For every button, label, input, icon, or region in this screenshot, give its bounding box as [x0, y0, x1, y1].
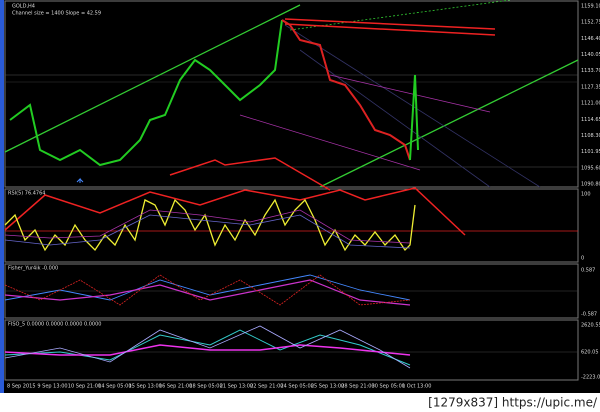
rsi-top: 100 — [581, 192, 591, 198]
background — [0, 0, 600, 393]
date-label: 22 Sep 21:00 — [250, 384, 283, 390]
date-label: 16 Sep 21:00 — [159, 384, 192, 390]
rsi-drawings — [4, 187, 578, 252]
date-label: 24 Sep 05:00 — [280, 384, 313, 390]
fisher-drawings — [4, 274, 578, 306]
price-label: 1095.60 — [581, 165, 600, 171]
symbol: GOLD,H4 — [12, 4, 35, 10]
price-label: 1114.65 — [581, 117, 600, 123]
fisher-bottom: -0.587 — [581, 312, 597, 318]
fisher-label: Fisher_Yur4ik -0.000 — [8, 266, 58, 272]
date-label: 21 Sep 13:00 — [220, 384, 253, 390]
date-label: 18 Sep 05:00 — [189, 384, 222, 390]
fisher-top: 0.587 — [581, 268, 595, 274]
date-label: 1 Oct 13:00 — [402, 384, 431, 390]
price-label: 1146.40 — [581, 36, 600, 42]
date-label: 9 Sep 13:00 — [37, 384, 67, 390]
date-label: 30 Sep 05:00 — [372, 384, 405, 390]
price-label: 1152.75 — [581, 20, 600, 26]
date-label: 25 Sep 13:00 — [311, 384, 344, 390]
fiso-drawings — [4, 325, 578, 369]
price-label: 1090.80 — [581, 182, 600, 188]
fiso-bottom: -2223.05 — [581, 375, 600, 381]
date-label: 15 Sep 13:00 — [129, 384, 162, 390]
price-label: 1159.10 — [581, 4, 600, 10]
price-label: 1127.35 — [581, 84, 600, 90]
price-label: 1133.70 — [581, 68, 600, 74]
price-label: 1121.00 — [581, 101, 600, 107]
fiso-label: FISO_5 0.0000 0.0000 0.0000 0.0000 — [8, 322, 101, 328]
date-label: 28 Sep 21:00 — [341, 384, 374, 390]
left-bar — [0, 0, 4, 393]
date-label: 10 Sep 21:00 — [68, 384, 101, 390]
footer — [0, 393, 600, 412]
watermark: [1279x837] https://upic.me/ — [428, 396, 598, 410]
price-label: 1140.05 — [581, 52, 600, 58]
price-drawings — [4, 0, 579, 191]
date-label: 14 Sep 05:00 — [98, 384, 131, 390]
fiso-mid: 620.05 — [581, 350, 599, 356]
rsi-bottom: 0 — [581, 256, 584, 262]
price-label: 1108.30 — [581, 133, 600, 139]
price-label: 1101.95 — [581, 149, 600, 155]
channel-info: Channel size = 1400 Slope = 42.59 — [12, 11, 101, 17]
rsi-label: RSI(5) 76.4764 — [8, 191, 45, 197]
fiso-top: 2620.55 — [581, 323, 600, 329]
date-label: 8 Sep 2015 — [7, 384, 36, 390]
